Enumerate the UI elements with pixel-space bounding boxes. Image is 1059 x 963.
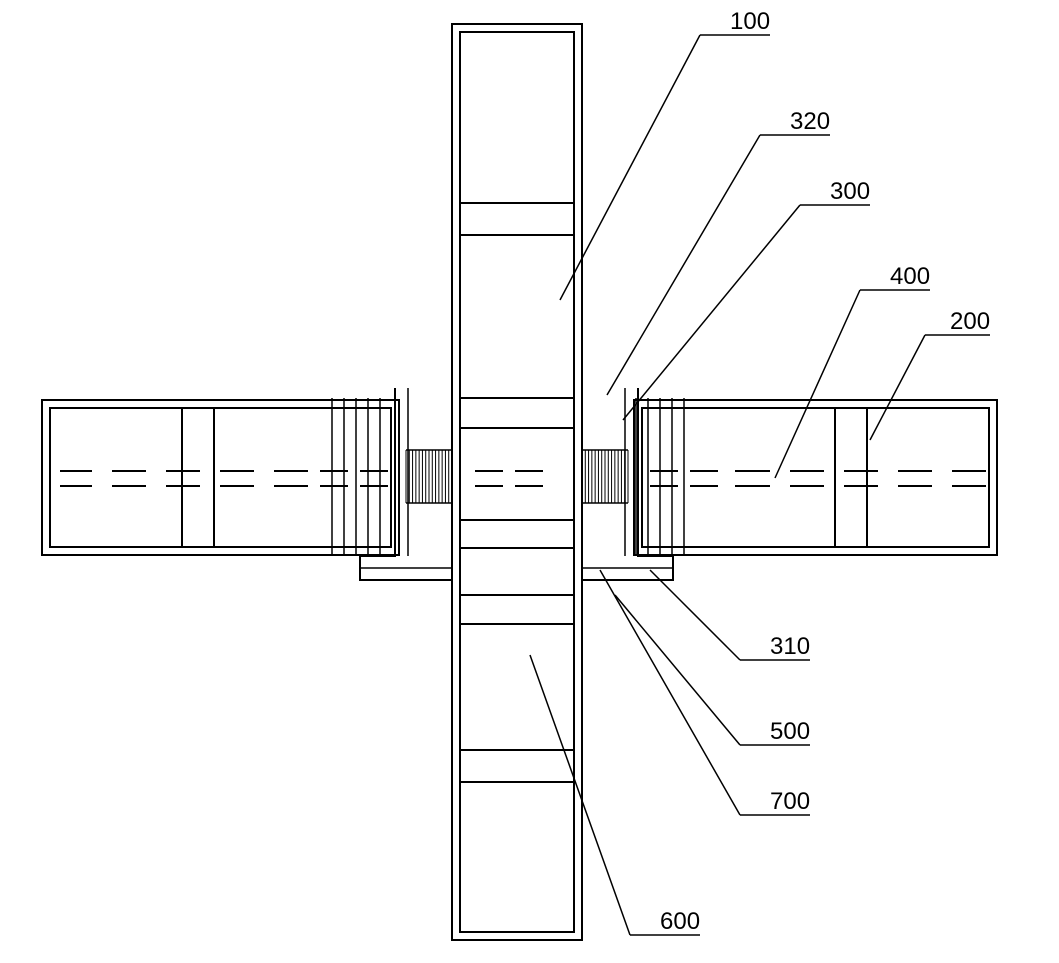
callout-label-400: 400 bbox=[890, 263, 930, 290]
joint-detail bbox=[332, 388, 684, 624]
center-dashes bbox=[60, 471, 986, 486]
callout-label-500: 500 bbox=[770, 718, 810, 745]
callout-label-700: 700 bbox=[770, 788, 810, 815]
callout-label-600: 600 bbox=[660, 908, 700, 935]
callout-label-320: 320 bbox=[790, 108, 830, 135]
callout-label-300: 300 bbox=[830, 178, 870, 205]
callout-label-310: 310 bbox=[770, 633, 810, 660]
left-beam bbox=[42, 400, 399, 555]
engineering-diagram: 100 320 300 400 200 310 500 700 600 bbox=[0, 0, 1059, 963]
right-beam bbox=[634, 400, 997, 555]
callout-label-100: 100 bbox=[730, 8, 770, 35]
callout-label-200: 200 bbox=[950, 308, 990, 335]
vertical-column bbox=[452, 24, 582, 940]
